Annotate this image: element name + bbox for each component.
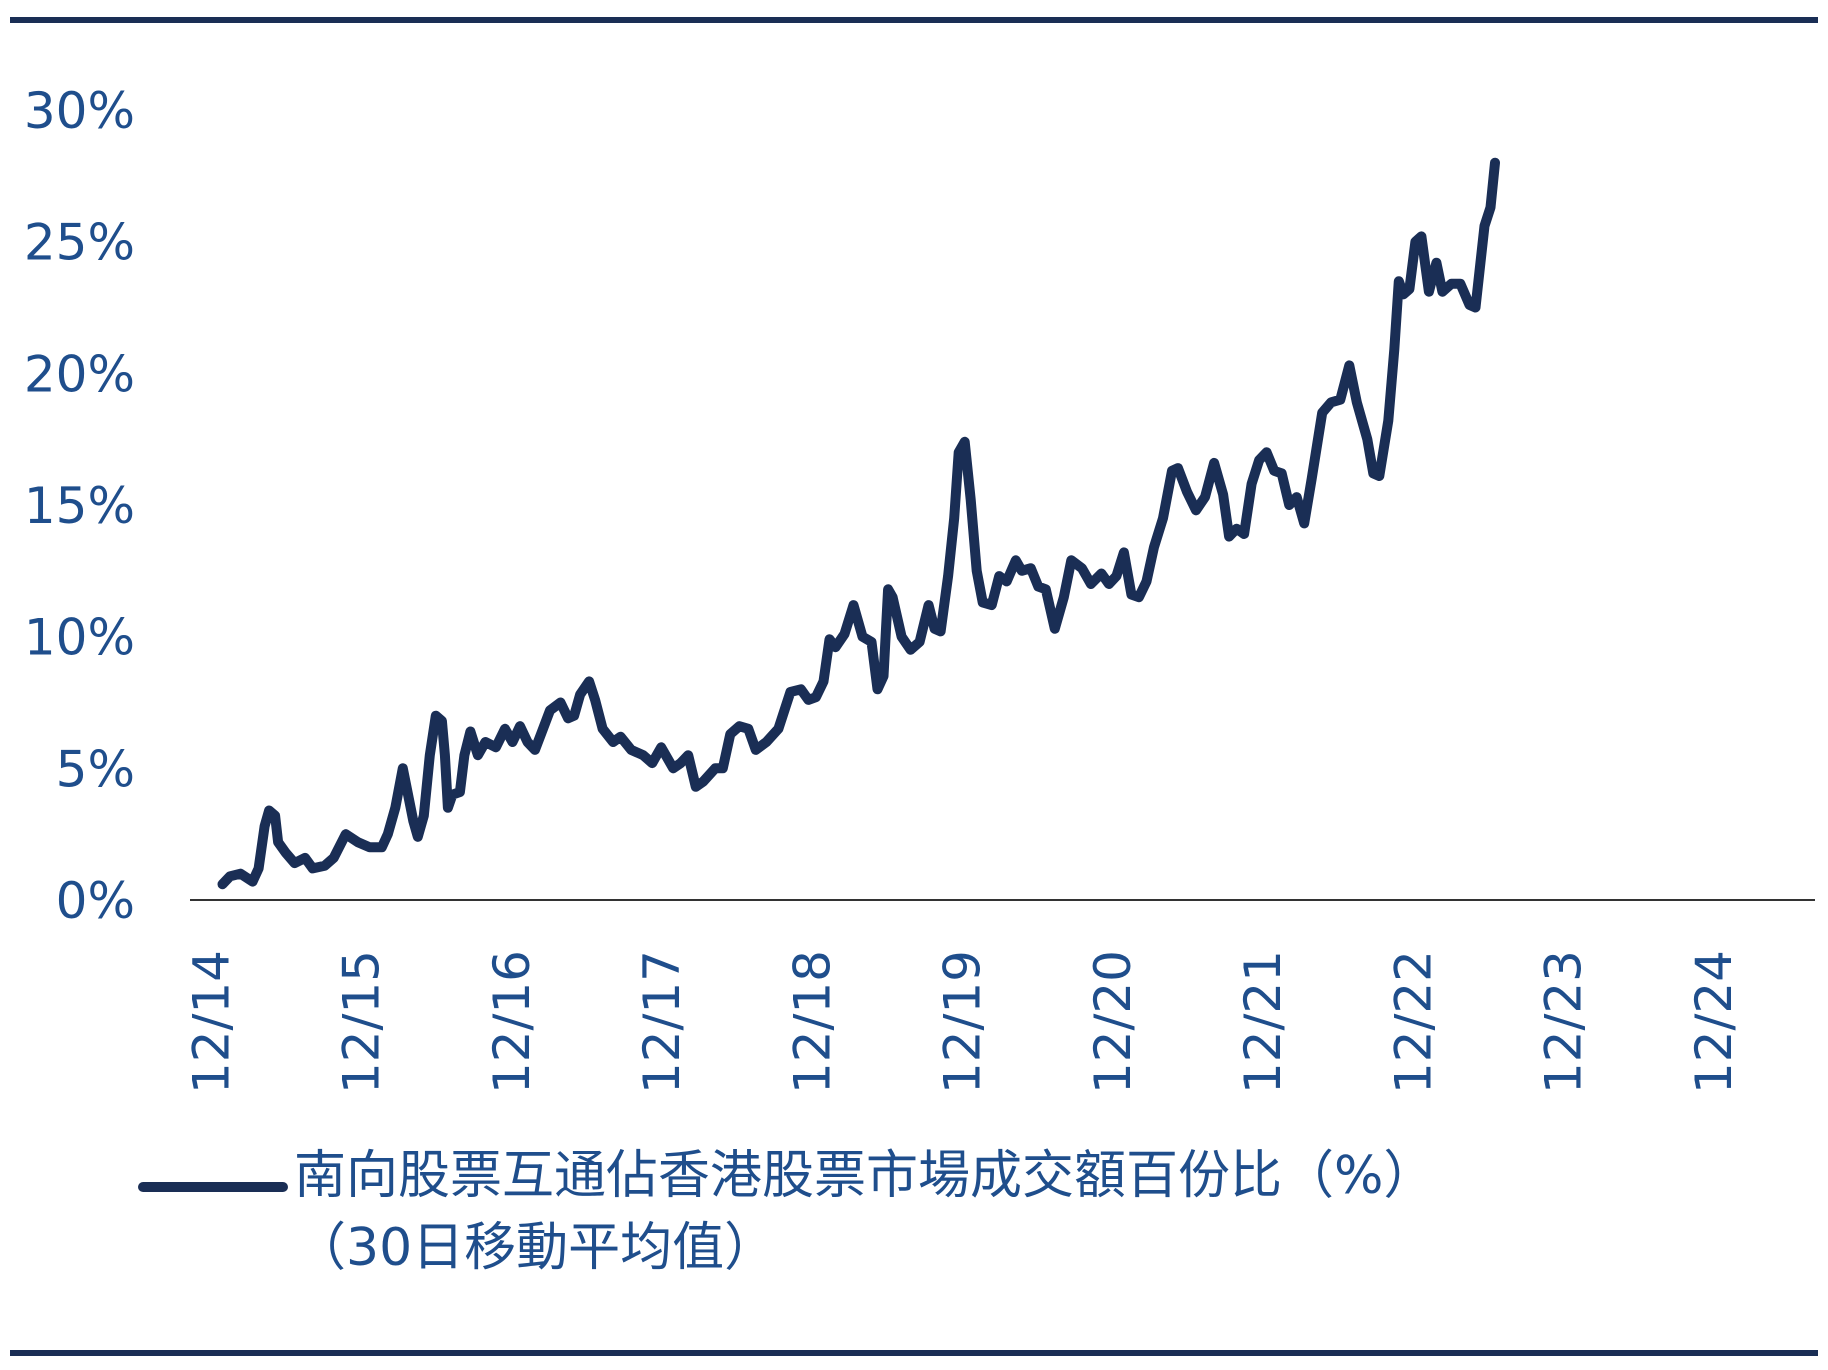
top-rule xyxy=(10,17,1818,23)
x-tick-label: 12/24 xyxy=(1685,950,1743,1094)
x-tick-label: 12/20 xyxy=(1084,950,1142,1094)
legend: 南向股票互通佔香港股票市場成交額百份比（%） （30日移動平均值） xyxy=(138,1140,1714,1284)
x-tick-label: 12/23 xyxy=(1535,950,1593,1094)
legend-line-swatch xyxy=(138,1182,288,1192)
x-tick-label: 12/22 xyxy=(1384,950,1442,1094)
x-tick-label: 12/16 xyxy=(483,950,541,1094)
legend-label-line1: 南向股票互通佔香港股票市場成交額百份比（%） xyxy=(294,1146,1436,1206)
y-tick-label: 20% xyxy=(24,345,135,403)
legend-label: 南向股票互通佔香港股票市場成交額百份比（%） （30日移動平均值） xyxy=(294,1140,1714,1284)
x-tick-label: 12/17 xyxy=(633,950,691,1094)
series-line xyxy=(217,157,1500,890)
y-tick-label: 30% xyxy=(24,82,135,140)
y-tick-label: 0% xyxy=(56,872,135,930)
x-tick-label: 12/14 xyxy=(182,950,240,1094)
y-tick-label: 25% xyxy=(24,214,135,272)
x-axis-ticks: 12/14 12/15 12/16 12/17 12/18 12/19 12/20 12/21… xyxy=(182,950,1742,1094)
x-tick-label: 12/15 xyxy=(333,950,391,1094)
y-axis-ticks: 0% 5% 10% 15% 20% 25% 30% xyxy=(24,82,135,930)
x-tick-label: 12/18 xyxy=(783,950,841,1094)
y-tick-label: 5% xyxy=(56,740,135,798)
legend-label-line2: （30日移動平均值） xyxy=(294,1218,777,1278)
x-tick-label: 12/21 xyxy=(1234,950,1292,1094)
x-tick-label: 12/19 xyxy=(934,950,992,1094)
y-tick-label: 10% xyxy=(24,609,135,667)
y-tick-label: 15% xyxy=(24,477,135,535)
bottom-rule xyxy=(10,1350,1818,1356)
